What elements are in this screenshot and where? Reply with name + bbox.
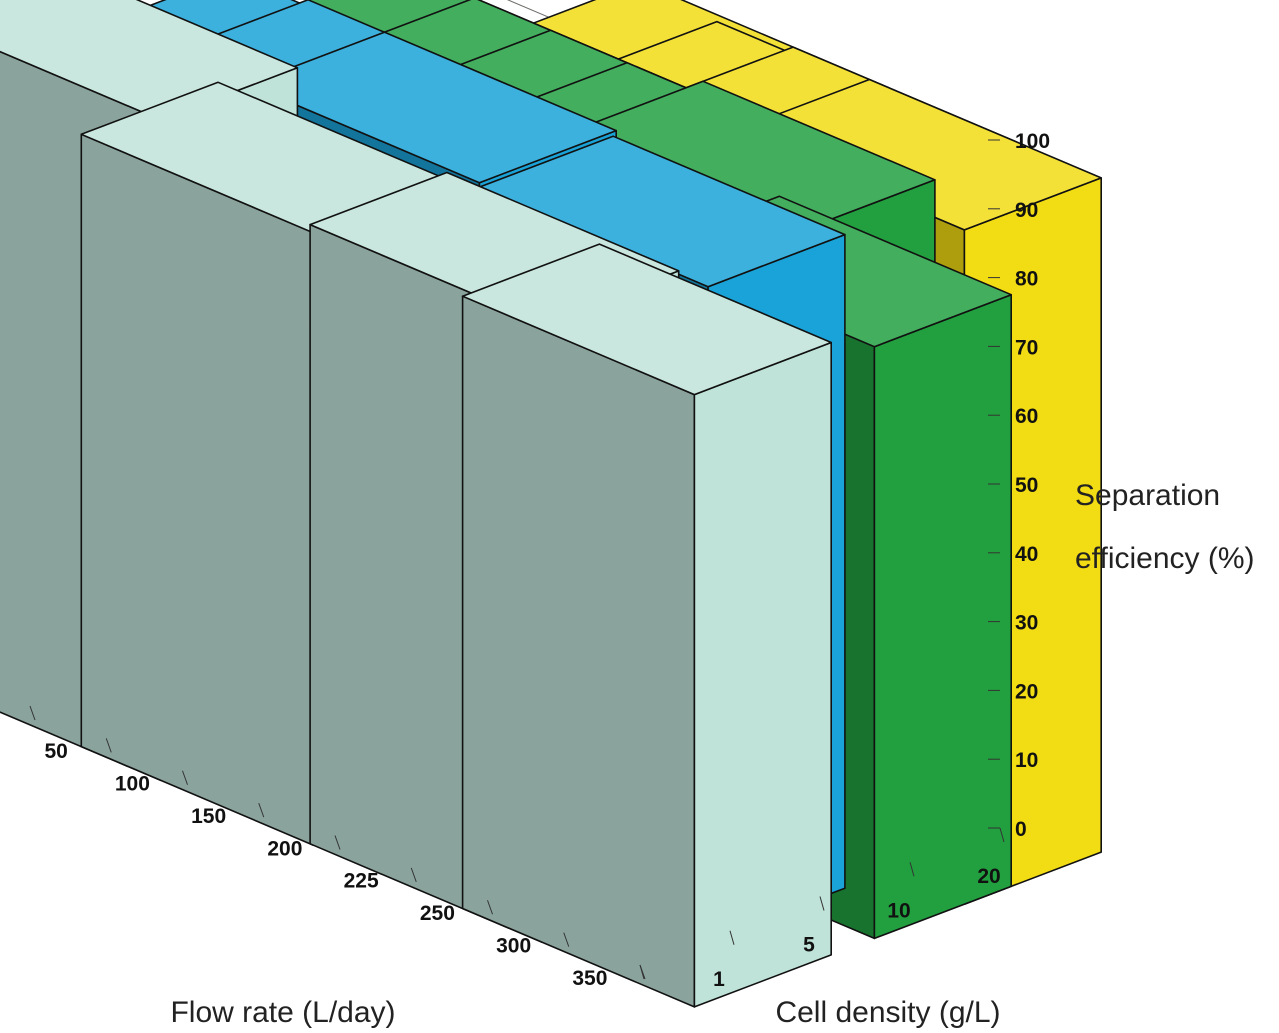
bar-top-face <box>246 31 618 184</box>
y-tick-label: 1 <box>713 968 725 991</box>
z-axis-title-line2: efficiency (%) <box>1075 542 1255 575</box>
y-tick-mark <box>639 964 645 980</box>
z-tick-label: 60 <box>1015 405 1038 428</box>
y-tick-mark <box>909 862 915 877</box>
z-tick-label: 90 <box>1015 199 1038 222</box>
y-tick-mark <box>729 930 735 945</box>
y-tick-mark <box>819 896 825 911</box>
y-tick-mark <box>999 827 1005 843</box>
x-tick-label: 150 <box>191 805 226 828</box>
bar-left-face <box>80 133 314 846</box>
x-tick-label: 350 <box>572 967 607 990</box>
x-tick-label: 225 <box>344 870 379 893</box>
x-tick-mark <box>410 867 417 883</box>
x-tick-label: 250 <box>420 902 455 925</box>
x-tick-mark <box>29 705 36 721</box>
bar-right-face <box>693 341 833 1008</box>
y-tick-label: 20 <box>977 865 1000 888</box>
z-axis-ticks: 0 10 20 30 40 50 60 70 80 90 100 <box>988 130 1050 841</box>
z-tick-label: 80 <box>1015 268 1038 291</box>
x-axis-title: Flow rate (L/day) <box>170 996 395 1029</box>
x-tick-mark <box>487 900 493 915</box>
x-tick-label: 100 <box>115 773 150 796</box>
z-tick-label: 0 <box>1015 818 1027 841</box>
bars <box>0 0 1102 1008</box>
z-tick-label: 10 <box>1015 749 1038 772</box>
x-tick-mark <box>563 932 570 947</box>
y-axis-ticks: 1 5 10 20 <box>639 827 1005 991</box>
z-tick-label: 20 <box>1015 680 1038 703</box>
bar-top-face <box>461 243 833 396</box>
bar <box>461 243 833 1008</box>
x-tick-label: 300 <box>496 934 531 957</box>
bar-right-face <box>873 293 1013 940</box>
z-tick-label: 40 <box>1015 543 1038 566</box>
x-axis-ticks: 50 100 150 200 225 250 300 350 <box>29 705 646 990</box>
z-tick-label: 30 <box>1015 612 1038 635</box>
x-tick-mark <box>258 802 265 818</box>
z-tick-label: 50 <box>1015 474 1038 497</box>
z-tick-label: 100 <box>1015 130 1050 153</box>
x-tick-mark <box>182 770 188 785</box>
z-tick-label: 70 <box>1015 336 1038 359</box>
x-tick-mark <box>105 738 112 753</box>
y-tick-label: 5 <box>803 934 815 957</box>
x-tick-label: 200 <box>267 837 302 860</box>
x-tick-mark <box>334 835 341 850</box>
x-tick-label: 50 <box>44 740 67 763</box>
y-tick-label: 10 <box>887 899 910 922</box>
z-axis-title-line1: Separation <box>1075 479 1220 512</box>
y-axis-title: Cell density (g/L) <box>775 996 1000 1029</box>
bar-left-face <box>461 295 696 1008</box>
